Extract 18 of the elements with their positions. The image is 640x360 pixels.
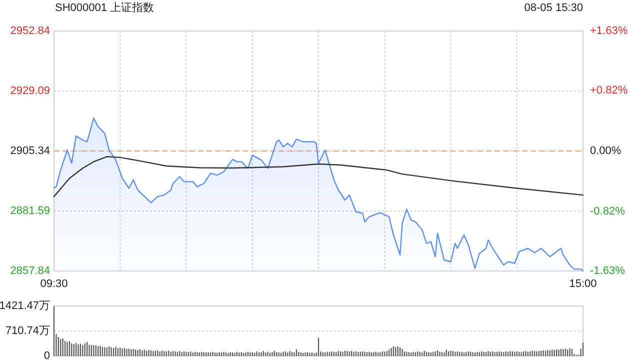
y-tick-label: 2857.84 (10, 264, 50, 277)
y-tick-label: 2905.34 (10, 144, 50, 157)
y-tick-label: 2929.09 (10, 84, 50, 97)
chart-subtitle: 08-05 15:30 (524, 2, 583, 14)
y-tick-label: 710.74万 (5, 324, 50, 337)
y2-tick-label: +0.82% (590, 84, 628, 97)
y-tick-label: 1421.47万 (0, 300, 50, 312)
line-series (53, 156, 584, 198)
chart-title: SH000001 上证指数 (55, 0, 154, 14)
x-tick-label: 15:00 (569, 278, 597, 290)
x-tick-label: 09:30 (40, 278, 68, 290)
y-tick-label: 0 (44, 350, 50, 360)
y2-tick-label: +1.63% (590, 24, 628, 37)
y2-tick-label: -1.63% (590, 264, 626, 277)
y-tick-label: 2952.84 (10, 24, 50, 37)
y2-tick-label: 0.00% (590, 144, 622, 157)
y-tick-label: 2881.59 (10, 204, 50, 217)
y2-tick-label: -0.82% (590, 205, 626, 218)
